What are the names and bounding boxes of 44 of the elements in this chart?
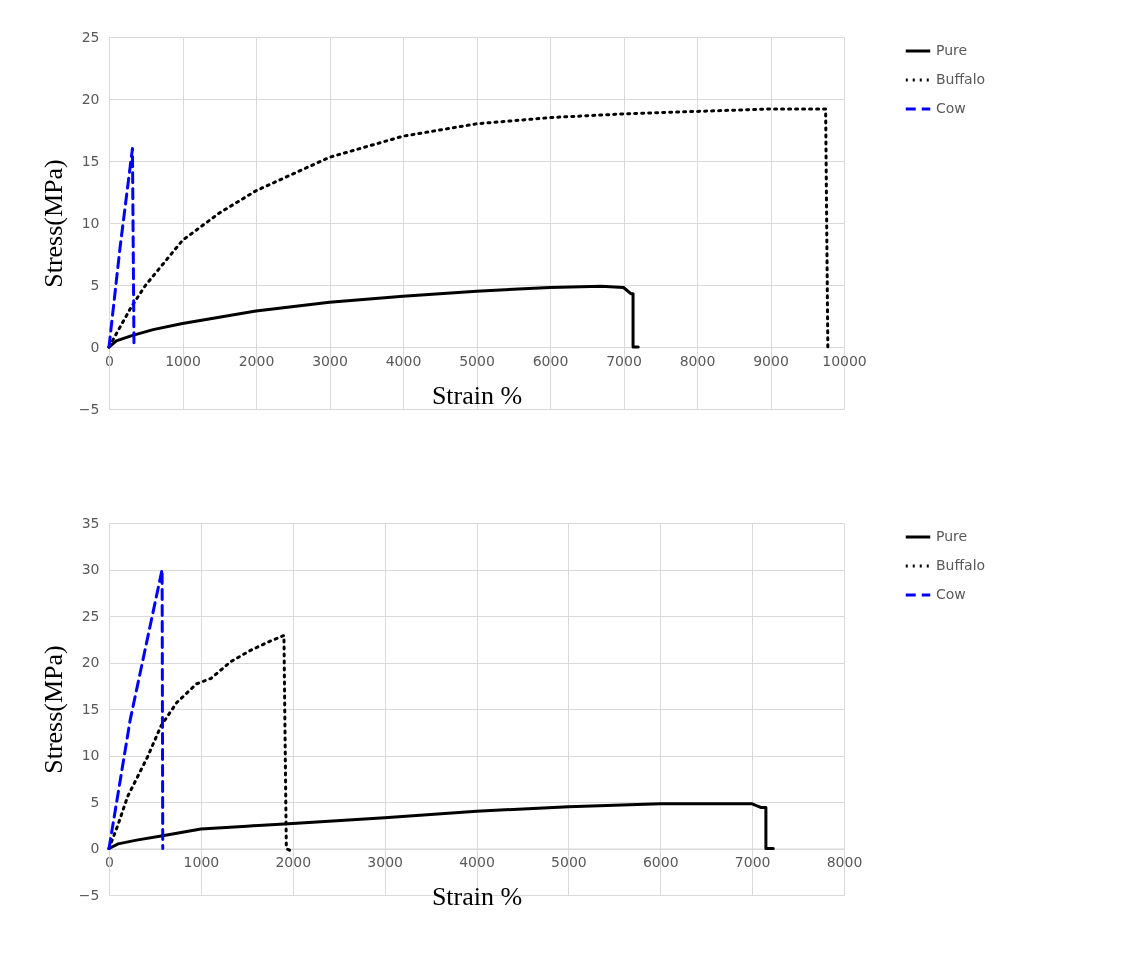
x-tick-label: 1000: [183, 854, 220, 870]
legend-label: Pure: [936, 528, 968, 544]
y-axis-title: Stress(MPa): [38, 159, 68, 288]
x-tick-label: 6000: [532, 352, 569, 369]
y-tick-label: 20: [81, 90, 100, 107]
x-tick-label: 7000: [734, 854, 771, 870]
x-tick-label: 8000: [679, 352, 716, 369]
x-tick-label: 5000: [459, 352, 495, 369]
y-tick-label: 0: [90, 338, 100, 355]
x-tick-label: 3000: [367, 854, 403, 870]
x-tick-label: 9000: [753, 352, 789, 369]
y-tick-label: 15: [81, 152, 100, 169]
y-tick-label: 10: [81, 214, 100, 231]
y-tick-label: 30: [81, 561, 100, 577]
y-tick-label: −5: [78, 400, 100, 417]
legend-label: Buffalo: [936, 557, 986, 573]
x-tick-label: 4000: [459, 854, 495, 870]
y-tick-label: 0: [90, 840, 100, 856]
x-tick-label: 5000: [551, 854, 587, 870]
x-tick-label: 2000: [238, 352, 275, 369]
legend-label: Cow: [936, 100, 966, 116]
y-axis-title: Stress(MPa): [38, 645, 68, 774]
y-tick-label: 10: [81, 747, 100, 763]
x-axis-title: Strain %: [431, 380, 523, 410]
y-tick-label: 5: [90, 793, 100, 810]
x-tick-label: 7000: [606, 352, 642, 369]
legend-label: Pure: [936, 42, 968, 58]
x-tick-label: 1000: [165, 352, 201, 369]
y-tick-label: 25: [81, 607, 100, 624]
y-tick-label: 5: [90, 276, 100, 293]
legend-label: Buffalo: [936, 71, 986, 87]
y-tick-label: 35: [81, 514, 100, 531]
y-tick-label: 20: [81, 654, 100, 670]
x-tick-label: 10000: [822, 352, 867, 369]
y-tick-label: −5: [78, 886, 100, 903]
legend-label: Cow: [936, 586, 966, 602]
y-tick-label: 15: [81, 700, 100, 717]
x-tick-label: 3000: [312, 352, 348, 369]
x-tick-label: 4000: [385, 352, 422, 369]
x-axis-title: Strain %: [431, 882, 523, 911]
y-tick-label: 25: [81, 28, 100, 45]
x-tick-label: 2000: [275, 854, 312, 870]
x-tick-label: 6000: [642, 854, 679, 870]
x-tick-label: 8000: [826, 854, 863, 870]
